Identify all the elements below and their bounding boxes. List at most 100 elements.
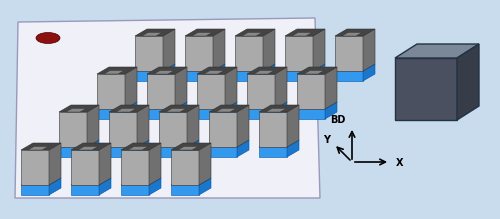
Polygon shape — [335, 71, 363, 81]
Polygon shape — [142, 32, 162, 36]
Polygon shape — [159, 147, 187, 157]
Polygon shape — [166, 108, 186, 112]
Text: X: X — [396, 158, 404, 168]
Polygon shape — [137, 105, 149, 147]
Polygon shape — [128, 147, 148, 150]
Polygon shape — [209, 147, 237, 157]
Polygon shape — [97, 74, 125, 109]
Polygon shape — [285, 29, 325, 36]
Polygon shape — [185, 64, 225, 71]
Polygon shape — [263, 29, 275, 71]
Text: Y: Y — [323, 135, 330, 145]
Polygon shape — [209, 105, 249, 112]
Polygon shape — [235, 64, 275, 71]
Polygon shape — [121, 185, 149, 195]
Polygon shape — [285, 36, 313, 71]
Polygon shape — [28, 147, 48, 150]
Polygon shape — [225, 67, 237, 109]
Polygon shape — [285, 64, 325, 71]
Polygon shape — [104, 71, 124, 74]
Polygon shape — [137, 140, 149, 157]
Polygon shape — [395, 58, 457, 120]
Polygon shape — [171, 150, 199, 185]
Polygon shape — [49, 178, 61, 195]
Polygon shape — [59, 105, 99, 112]
Polygon shape — [304, 71, 324, 74]
Polygon shape — [185, 29, 225, 36]
Polygon shape — [237, 140, 249, 157]
Polygon shape — [147, 74, 175, 109]
Polygon shape — [297, 67, 337, 74]
Polygon shape — [197, 109, 225, 119]
Polygon shape — [285, 71, 313, 81]
Polygon shape — [159, 105, 199, 112]
Polygon shape — [247, 102, 287, 109]
Polygon shape — [242, 32, 262, 36]
Polygon shape — [325, 67, 337, 109]
Polygon shape — [21, 150, 49, 185]
Polygon shape — [209, 112, 237, 147]
Polygon shape — [149, 143, 161, 185]
Polygon shape — [135, 64, 175, 71]
Polygon shape — [275, 67, 287, 109]
Polygon shape — [197, 102, 237, 109]
Polygon shape — [59, 140, 99, 147]
Polygon shape — [135, 29, 175, 36]
Polygon shape — [147, 67, 187, 74]
Polygon shape — [325, 102, 337, 119]
Polygon shape — [125, 67, 137, 109]
Polygon shape — [163, 64, 175, 81]
Polygon shape — [59, 112, 87, 147]
Polygon shape — [216, 108, 236, 112]
Polygon shape — [313, 64, 325, 81]
Polygon shape — [263, 64, 275, 81]
Polygon shape — [175, 67, 187, 109]
Polygon shape — [225, 102, 237, 119]
Polygon shape — [335, 36, 363, 71]
Polygon shape — [15, 18, 320, 198]
Polygon shape — [116, 108, 136, 112]
Polygon shape — [149, 178, 161, 195]
Polygon shape — [292, 32, 312, 36]
Polygon shape — [21, 185, 49, 195]
Polygon shape — [363, 29, 375, 71]
Polygon shape — [21, 178, 61, 185]
Polygon shape — [335, 64, 375, 71]
Polygon shape — [363, 64, 375, 81]
Polygon shape — [313, 29, 325, 71]
Polygon shape — [247, 74, 275, 109]
Polygon shape — [335, 29, 375, 36]
Polygon shape — [109, 147, 137, 157]
Polygon shape — [297, 109, 325, 119]
Polygon shape — [259, 140, 299, 147]
Polygon shape — [185, 71, 213, 81]
Polygon shape — [49, 143, 61, 185]
Polygon shape — [109, 112, 137, 147]
Polygon shape — [259, 112, 287, 147]
Polygon shape — [99, 143, 111, 185]
Text: BD: BD — [330, 115, 345, 125]
Polygon shape — [247, 67, 287, 74]
Polygon shape — [297, 74, 325, 109]
Polygon shape — [175, 102, 187, 119]
Polygon shape — [121, 150, 149, 185]
Polygon shape — [187, 140, 199, 157]
Polygon shape — [135, 36, 163, 71]
Polygon shape — [171, 143, 211, 150]
Polygon shape — [247, 109, 275, 119]
Polygon shape — [197, 67, 237, 74]
Polygon shape — [275, 102, 287, 119]
Polygon shape — [87, 105, 99, 147]
Polygon shape — [121, 178, 161, 185]
Polygon shape — [97, 102, 137, 109]
Polygon shape — [213, 64, 225, 81]
Polygon shape — [125, 102, 137, 119]
Polygon shape — [213, 29, 225, 71]
Polygon shape — [199, 178, 211, 195]
Polygon shape — [192, 32, 212, 36]
Polygon shape — [254, 71, 274, 74]
Polygon shape — [109, 105, 149, 112]
Polygon shape — [259, 147, 287, 157]
Polygon shape — [287, 140, 299, 157]
Polygon shape — [147, 109, 175, 119]
